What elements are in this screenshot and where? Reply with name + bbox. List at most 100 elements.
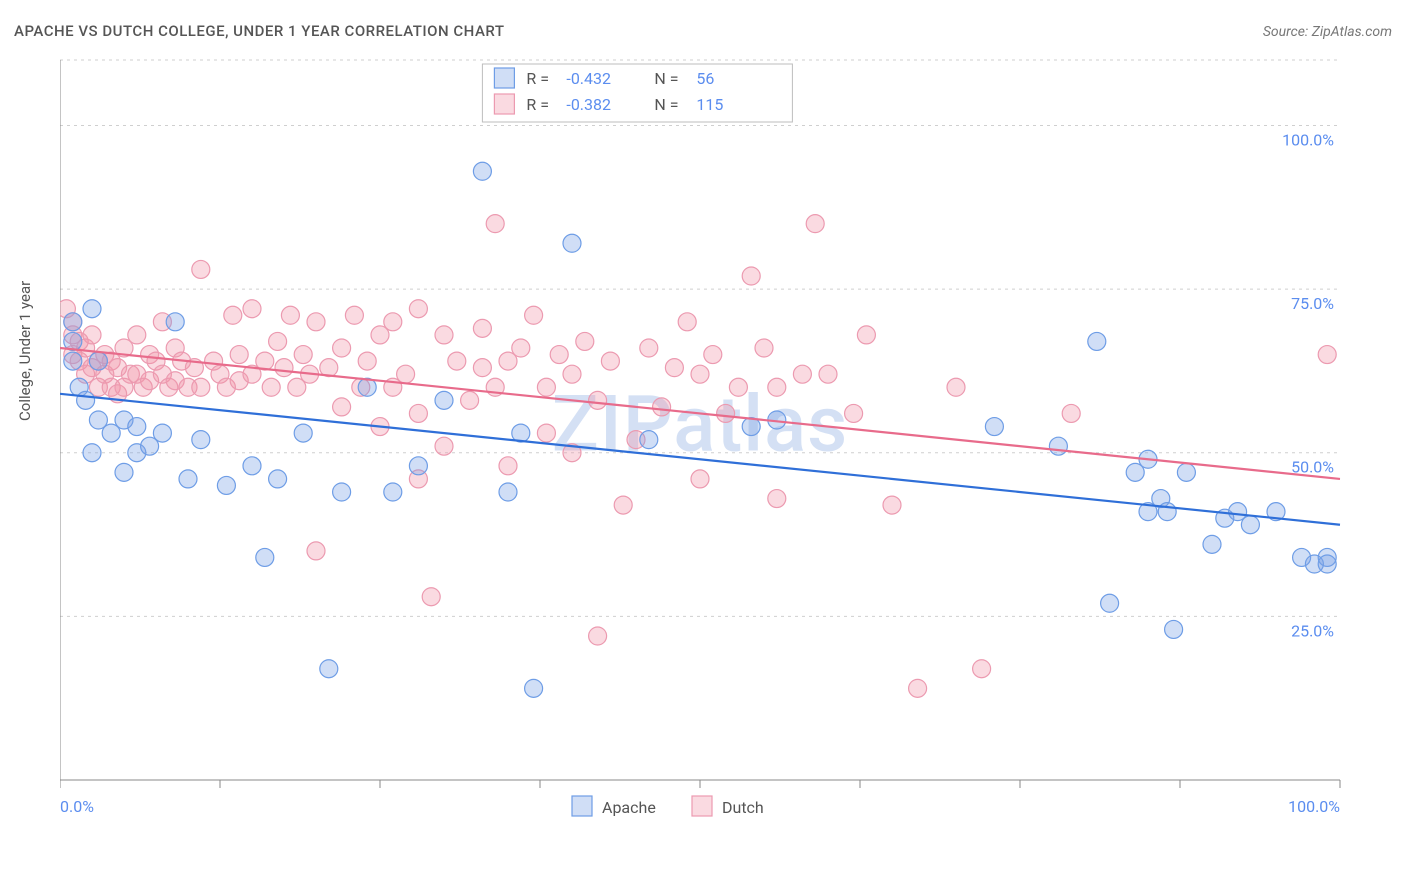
data-point-dutch <box>409 404 427 422</box>
data-point-dutch <box>230 346 248 364</box>
legend-r-label: R = <box>526 69 549 88</box>
data-point-dutch <box>768 490 786 508</box>
data-point-dutch <box>345 306 363 324</box>
data-point-dutch <box>653 398 671 416</box>
data-point-apache <box>83 444 101 462</box>
data-point-apache <box>384 483 402 501</box>
x-tick-label: 0.0% <box>60 797 94 816</box>
data-point-dutch <box>499 457 517 475</box>
data-point-apache <box>525 679 543 697</box>
data-point-apache <box>269 470 287 488</box>
data-point-dutch <box>1062 404 1080 422</box>
data-point-apache <box>192 431 210 449</box>
data-point-dutch <box>243 300 261 318</box>
source-prefix: Source: <box>1263 24 1312 40</box>
data-point-apache <box>294 424 312 442</box>
legend-series: ApacheDutch <box>572 796 764 817</box>
data-point-dutch <box>275 359 293 377</box>
data-point-apache <box>473 162 491 180</box>
header: APACHE VS DUTCH COLLEGE, UNDER 1 YEAR CO… <box>14 22 1392 40</box>
data-point-dutch <box>486 215 504 233</box>
data-point-apache <box>217 476 235 494</box>
data-point-apache <box>640 431 658 449</box>
data-point-dutch <box>83 326 101 344</box>
data-point-dutch <box>262 378 280 396</box>
data-point-apache <box>1088 332 1106 350</box>
legend-r-value: -0.432 <box>566 69 611 88</box>
data-point-dutch <box>435 326 453 344</box>
data-point-apache <box>1203 535 1221 553</box>
data-point-dutch <box>755 339 773 357</box>
data-point-apache <box>89 352 107 370</box>
data-point-dutch <box>640 339 658 357</box>
data-point-apache <box>166 313 184 331</box>
source-name: ZipAtlas.com <box>1312 24 1392 40</box>
data-point-apache <box>1049 437 1067 455</box>
data-point-dutch <box>691 470 709 488</box>
data-point-dutch <box>742 267 760 285</box>
data-point-dutch <box>525 306 543 324</box>
data-point-dutch <box>192 378 210 396</box>
data-point-dutch <box>704 346 722 364</box>
data-point-dutch <box>422 588 440 606</box>
data-point-dutch <box>576 332 594 350</box>
data-point-apache <box>1241 516 1259 534</box>
data-point-dutch <box>307 542 325 560</box>
data-point-dutch <box>806 215 824 233</box>
data-point-dutch <box>537 378 555 396</box>
data-point-apache <box>256 548 274 566</box>
data-point-dutch <box>384 313 402 331</box>
legend-n-value: 56 <box>696 69 714 88</box>
data-point-dutch <box>729 378 747 396</box>
data-point-dutch <box>589 391 607 409</box>
data-point-dutch <box>678 313 696 331</box>
data-point-dutch <box>845 404 863 422</box>
data-point-apache <box>563 234 581 252</box>
data-point-dutch <box>614 496 632 514</box>
data-point-dutch <box>128 326 146 344</box>
legend-swatch <box>692 796 712 816</box>
data-point-dutch <box>601 352 619 370</box>
y-tick-label: 75.0% <box>1291 294 1334 313</box>
data-point-dutch <box>793 365 811 383</box>
data-point-apache <box>1177 463 1195 481</box>
data-point-dutch <box>665 359 683 377</box>
data-point-apache <box>153 424 171 442</box>
data-point-dutch <box>358 352 376 370</box>
data-point-dutch <box>691 365 709 383</box>
data-point-apache <box>333 483 351 501</box>
data-point-dutch <box>717 404 735 422</box>
legend-swatch <box>572 796 592 816</box>
data-point-apache <box>985 418 1003 436</box>
data-point-apache <box>64 313 82 331</box>
data-point-dutch <box>473 319 491 337</box>
data-point-dutch <box>397 365 415 383</box>
legend-r-value: -0.382 <box>566 95 611 114</box>
legend-series-label: Dutch <box>722 798 764 817</box>
data-point-dutch <box>224 306 242 324</box>
data-point-dutch <box>512 339 530 357</box>
data-point-apache <box>77 391 95 409</box>
data-point-apache <box>64 352 82 370</box>
data-point-apache <box>435 391 453 409</box>
data-point-dutch <box>409 300 427 318</box>
data-point-dutch <box>473 359 491 377</box>
data-point-dutch <box>333 398 351 416</box>
legend-n-value: 115 <box>696 95 723 114</box>
data-point-dutch <box>947 378 965 396</box>
data-point-dutch <box>819 365 837 383</box>
data-point-dutch <box>537 424 555 442</box>
data-point-dutch <box>1318 346 1336 364</box>
data-point-apache <box>83 300 101 318</box>
y-tick-label: 25.0% <box>1291 621 1334 640</box>
data-point-apache <box>179 470 197 488</box>
data-point-dutch <box>281 306 299 324</box>
data-point-dutch <box>589 627 607 645</box>
data-point-dutch <box>857 326 875 344</box>
legend-n-label: N = <box>654 69 678 88</box>
data-point-dutch <box>192 260 210 278</box>
data-point-dutch <box>461 391 479 409</box>
data-point-dutch <box>333 339 351 357</box>
data-point-apache <box>1318 555 1336 573</box>
data-point-dutch <box>269 332 287 350</box>
